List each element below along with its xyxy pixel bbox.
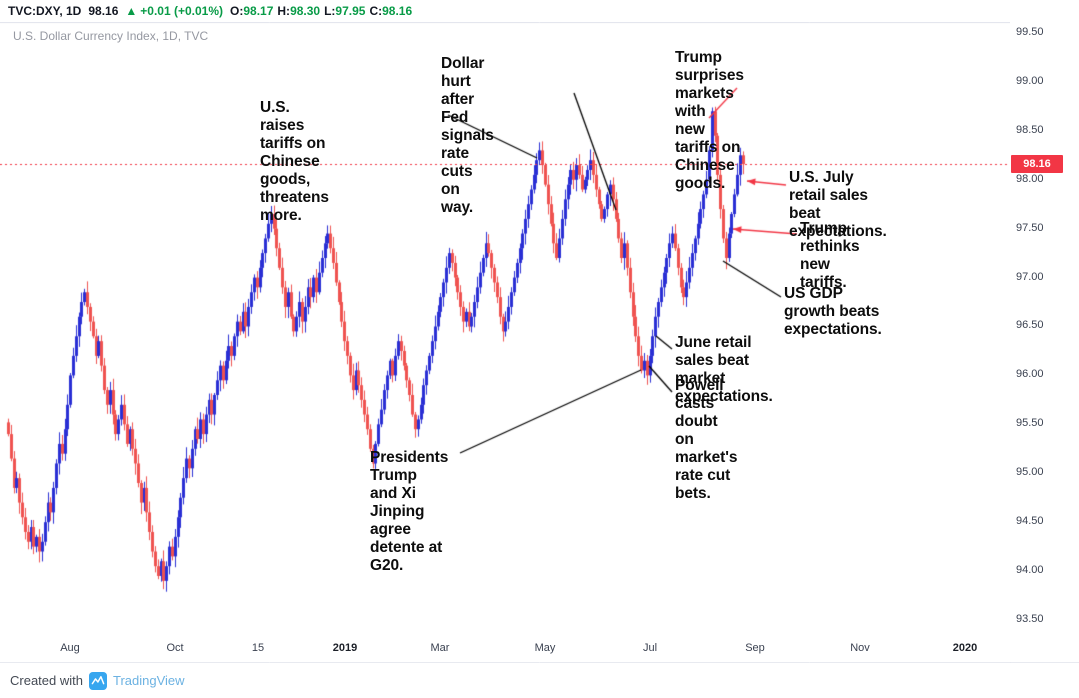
annotation-trump-new-tariffs: Trump surprises markets with new tariffs…	[675, 49, 744, 192]
annotation-gdp-beats: US GDP growth beats expectations.	[784, 285, 882, 338]
ohlc-low: L: 97.95	[324, 4, 366, 18]
time-tick-label: 2019	[332, 642, 358, 654]
annotation-fed-rate-cuts: Dollar hurt after Fed signals rate cuts …	[441, 55, 494, 216]
price-tick-label: 96.00	[1016, 368, 1044, 381]
time-tick-label: 2020	[952, 642, 978, 654]
price-tick-label: 99.50	[1016, 26, 1044, 38]
time-tick-label: Jul	[642, 642, 658, 654]
last-price-value: 98.16	[88, 4, 119, 18]
annotation-trump-rethinks: Trump rethinks new tariffs.	[800, 220, 860, 291]
time-tick-label: Mar	[430, 642, 450, 654]
price-change-value: +0.01 (+0.01%)	[140, 4, 224, 18]
time-tick-label: May	[534, 642, 556, 654]
price-tick-label: 95.00	[1016, 466, 1044, 479]
price-tick-label: 96.50	[1016, 319, 1044, 332]
price-tick-label: 95.50	[1016, 417, 1044, 430]
ohlc-open: O: 98.17	[230, 4, 274, 18]
symbol-title: TVC:DXY, 1D	[8, 4, 82, 18]
ohlc-values: O: 98.17 H: 98.30 L: 97.95 C: 98.16	[230, 4, 416, 18]
time-tick-label: 15	[251, 642, 265, 654]
annotation-july-retail-sales: U.S. July retail sales beat expectations…	[789, 169, 887, 240]
price-tick-label: 97.50	[1016, 221, 1044, 234]
annotation-g20-detente: Presidents Trump and Xi Jinping agree de…	[370, 449, 449, 574]
tradingview-link[interactable]: TradingView	[112, 673, 185, 688]
price-change: ▲ +0.01 (+0.01%)	[125, 4, 223, 18]
price-axis[interactable]: 99.50 99.00 98.50 98.00 97.50 97.00 96.50 96.00…	[1010, 22, 1079, 634]
price-tick-label: 94.00	[1016, 564, 1044, 577]
price-tick-label: 98.50	[1016, 123, 1044, 136]
time-tick-label: Sep	[745, 642, 765, 654]
up-arrow-icon: ▲	[125, 4, 138, 18]
price-tick-label: 98.00	[1016, 172, 1044, 185]
attribution-bar: Created with TradingView	[0, 663, 1079, 698]
annotation-us-raises-tariffs: U.S. raises tariffs on Chinese goods, th…	[260, 99, 329, 224]
ohlc-high: H: 98.30	[277, 4, 321, 18]
symbol-info-bar: TVC:DXY, 1D 98.16 ▲ +0.01 (+0.01%) O: 98.…	[0, 0, 1079, 22]
price-tick-label: 99.00	[1016, 74, 1044, 87]
time-tick-label: Nov	[850, 642, 870, 654]
ohlc-close: C: 98.16	[369, 4, 413, 18]
price-tick-label: 97.00	[1016, 270, 1044, 283]
price-tick-label: 94.50	[1016, 515, 1044, 528]
tradingview-logo-icon	[88, 671, 107, 690]
time-axis[interactable]: Aug Oct 15 2019 Mar May Jul Sep Nov 2020	[0, 634, 1079, 662]
price-tick-label: 93.50	[1016, 612, 1044, 625]
time-tick-label: Oct	[166, 642, 184, 654]
chart-legend-title: U.S. Dollar Currency Index, 1D, TVC	[13, 29, 209, 43]
time-tick-label: Aug	[60, 642, 80, 654]
last-price-badge: 98.16	[1011, 155, 1063, 174]
annotation-june-retail-sales: June retail sales beat market expectatio…	[675, 334, 773, 405]
created-with-label: Created with	[10, 673, 83, 688]
annotation-powell-doubt: Powell casts doubt on market's rate cut …	[675, 377, 738, 502]
